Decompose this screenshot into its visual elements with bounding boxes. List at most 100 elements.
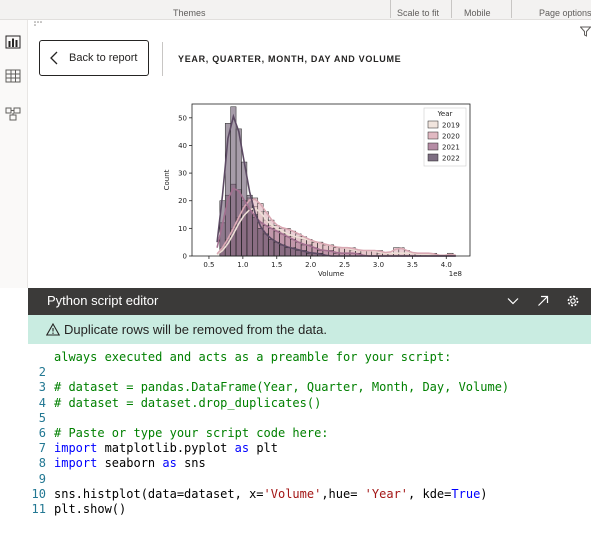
script-editor-title: Python script editor xyxy=(47,293,159,308)
legend-label: 2019 xyxy=(442,122,460,130)
code-line[interactable]: 9 xyxy=(28,472,54,487)
back-to-report-label: Back to report xyxy=(69,52,138,64)
visual-title: YEAR, QUARTER, MONTH, DAY AND VOLUME xyxy=(178,54,402,64)
code-token: seaborn xyxy=(97,456,163,471)
y-tick-label: 10 xyxy=(178,225,187,233)
legend-swatch xyxy=(427,120,439,129)
scale-to-fit-label[interactable]: Scale to fit xyxy=(397,8,440,18)
legend-label: 2020 xyxy=(442,133,460,141)
expand-arrow-icon[interactable] xyxy=(536,294,550,308)
ribbon-divider xyxy=(390,0,391,18)
histogram-bar xyxy=(257,228,264,257)
y-tick-label: 0 xyxy=(183,253,187,261)
code-token: plt xyxy=(249,441,278,456)
legend-title: Year xyxy=(437,110,453,118)
line-number: 9 xyxy=(38,471,46,486)
code-token: # dataset = pandas.DataFrame(Year, Quart… xyxy=(54,380,510,395)
legend-swatch xyxy=(427,153,439,162)
code-token: sns.histplot(data=dataset, x= xyxy=(54,486,264,501)
histogram-bar xyxy=(273,241,280,257)
code-line[interactable]: 3 # dataset = pandas.DataFrame(Year, Quar… xyxy=(28,380,509,395)
histogram-bar xyxy=(284,247,291,257)
histogram-bar xyxy=(268,239,275,257)
code-token: always executed and acts as a preamble f… xyxy=(54,350,452,364)
histogram-bar xyxy=(252,214,259,257)
code-line[interactable]: 8 import seaborn as sns xyxy=(28,456,206,471)
code-token: ,hue= xyxy=(321,486,365,501)
model-view-icon[interactable] xyxy=(5,107,21,121)
code-line[interactable]: 10 sns.histplot(data=dataset, x='Volume',… xyxy=(28,487,488,502)
y-tick-label: 20 xyxy=(178,197,187,205)
code-token: import xyxy=(54,441,98,456)
code-line[interactable]: 5 xyxy=(28,411,54,426)
x-tick-label: 2.0 xyxy=(305,261,316,269)
chevron-left-icon xyxy=(50,51,58,65)
x-tick-label: 1.5 xyxy=(271,261,282,269)
view-switcher-rail xyxy=(0,20,28,288)
line-number: 11 xyxy=(31,502,46,516)
line-number: 6 xyxy=(38,426,46,440)
y-tick-label: 50 xyxy=(178,114,187,122)
code-token: True xyxy=(451,486,481,501)
histogram-bar xyxy=(306,252,313,257)
code-line[interactable]: 7 import matplotlib.pyplot as plt xyxy=(28,441,278,456)
x-tick-label: 3.0 xyxy=(373,261,384,269)
code-token: sns xyxy=(176,456,206,471)
resize-grip-icon xyxy=(34,21,42,26)
legend-swatch xyxy=(427,142,439,151)
legend-label: 2021 xyxy=(442,144,460,152)
duplicate-rows-warning: Duplicate rows will be removed from the … xyxy=(28,315,591,344)
x-tick-label: 4.0 xyxy=(441,261,452,269)
x-tick-label: 0.5 xyxy=(203,261,214,269)
x-axis-label: Volume xyxy=(318,270,344,278)
code-token: 'Volume' xyxy=(263,486,322,501)
script-editor-header: Python script editor xyxy=(28,288,591,315)
warning-icon xyxy=(46,323,60,336)
x-tick-label: 1.0 xyxy=(237,261,248,269)
themes-group-label: Themes xyxy=(173,8,206,18)
code-token: , kde= xyxy=(408,486,452,501)
x-tick-label: 2.5 xyxy=(339,261,350,269)
mobile-label[interactable]: Mobile xyxy=(464,8,491,18)
code-line[interactable]: 11 plt.show() xyxy=(28,502,127,517)
histogram-bar xyxy=(279,244,286,257)
code-line[interactable]: 4 # dataset = dataset.drop_duplicates() xyxy=(28,395,322,411)
page-options-label[interactable]: Page options xyxy=(539,8,591,18)
line-number: 8 xyxy=(38,456,46,471)
histogram-bar xyxy=(246,194,253,257)
y-tick-label: 30 xyxy=(178,170,187,178)
code-token: # dataset = dataset.drop_duplicates() xyxy=(54,395,322,410)
gear-icon[interactable] xyxy=(566,294,580,308)
line-number: 4 xyxy=(38,395,46,410)
line-number: 7 xyxy=(38,441,46,456)
legend-swatch xyxy=(427,131,439,140)
legend-label: 2022 xyxy=(442,155,460,163)
code-token: import xyxy=(54,456,98,471)
histogram-bar xyxy=(295,250,302,257)
back-to-report-button[interactable]: Back to report xyxy=(39,40,149,76)
code-line[interactable]: 2 xyxy=(28,365,54,380)
y-tick-label: 40 xyxy=(178,142,187,150)
ribbon-bar: Themes Scale to fit Mobile Page options xyxy=(0,0,591,20)
warning-text: Duplicate rows will be removed from the … xyxy=(64,322,328,337)
code-token: # Paste or type your script code here: xyxy=(54,426,329,440)
code-token: as xyxy=(162,456,177,471)
line-number: 3 xyxy=(38,380,46,395)
histogram-chart: 0 10 20 30 40 50 0.5 1.0 1.5 2.0 2.5 3.0 3.5 4.0 Count… xyxy=(163,103,471,278)
line-number: 5 xyxy=(38,410,46,425)
y-axis-label: Count xyxy=(163,169,171,190)
code-line[interactable]: 6 # Paste or type your script code here: xyxy=(28,426,329,441)
line-number: 2 xyxy=(38,365,46,380)
kde-line xyxy=(216,198,456,257)
table-view-icon[interactable] xyxy=(5,69,21,83)
script-code-area[interactable]: always executed and acts as a preamble f… xyxy=(28,344,591,543)
report-view-icon[interactable] xyxy=(5,35,21,49)
code-line[interactable]: always executed and acts as a preamble f… xyxy=(28,350,451,365)
plot-frame xyxy=(191,103,471,257)
filter-icon[interactable] xyxy=(580,26,591,37)
x-offset-label: 1e8 xyxy=(449,270,462,278)
chevron-down-icon[interactable] xyxy=(506,294,520,308)
code-token: ) xyxy=(480,486,488,501)
ribbon-divider xyxy=(511,0,512,18)
code-token: matplotlib.pyplot xyxy=(97,441,235,456)
